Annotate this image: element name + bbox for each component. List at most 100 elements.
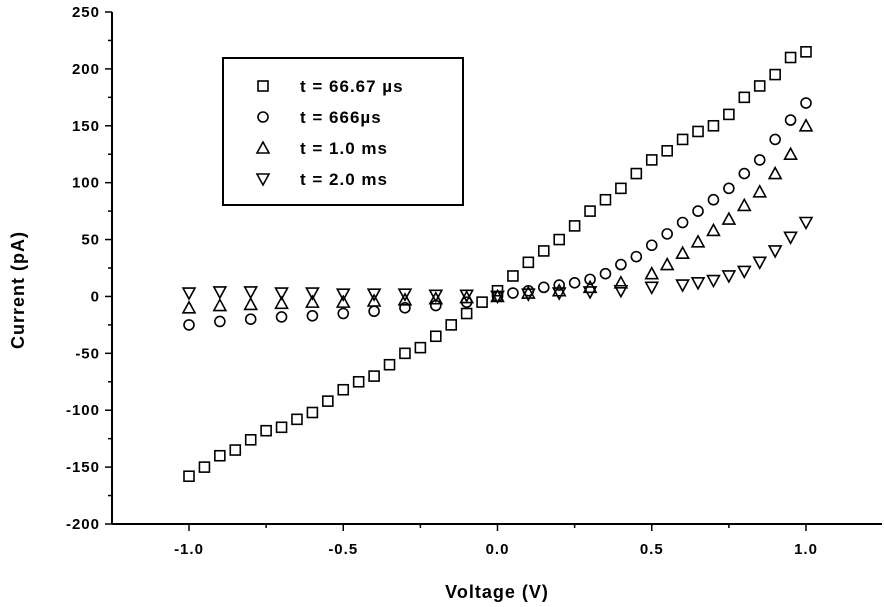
data-point (706, 274, 721, 289)
data-point (568, 276, 581, 289)
data-point (274, 287, 289, 301)
data-point (521, 285, 536, 299)
data-point (784, 114, 797, 126)
legend: t = 66.67 µs t = 666µs t = 1.0 ms t = 2.0 m… (222, 57, 464, 206)
data-point (630, 250, 643, 263)
data-point (644, 266, 660, 280)
data-point (183, 319, 195, 331)
data-point (721, 270, 737, 284)
data-point (181, 287, 197, 301)
data-point (736, 265, 752, 280)
data-point (322, 395, 334, 407)
data-point (615, 258, 627, 271)
data-point (584, 205, 596, 217)
data-point (476, 296, 488, 308)
data-point (445, 319, 458, 331)
data-point (769, 68, 781, 81)
data-point (337, 383, 350, 396)
data-point (305, 294, 320, 308)
x-axis-title: Voltage (V) (445, 582, 549, 602)
data-point (214, 449, 226, 462)
data-point (707, 193, 720, 206)
data-point (582, 286, 598, 300)
data-point (659, 256, 675, 271)
data-point (521, 288, 536, 302)
x-tick-label: -0.5 (328, 541, 358, 558)
data-point (690, 234, 706, 248)
data-point (275, 421, 288, 434)
data-point (214, 315, 226, 328)
series-triangle-down (181, 216, 814, 305)
data-point (260, 424, 272, 437)
data-point (368, 370, 380, 382)
data-point (584, 273, 596, 286)
data-point (767, 165, 783, 180)
data-point (274, 295, 289, 310)
data-point (366, 288, 382, 302)
data-point (460, 307, 473, 320)
data-point (784, 51, 797, 64)
x-tick-label: 0.5 (640, 541, 664, 558)
y-axis-title: Current (pA) (8, 231, 28, 349)
legend-marker (257, 111, 269, 123)
data-point (275, 311, 288, 323)
data-point (800, 46, 812, 58)
x-tick-label: 0.0 (486, 541, 510, 558)
x-tick-label: -1.0 (174, 541, 204, 558)
x-tick-label: 1.0 (794, 541, 818, 558)
y-tick-label: 150 (72, 118, 100, 135)
data-point (337, 307, 350, 320)
data-point (243, 296, 259, 311)
data-point (429, 330, 442, 343)
data-point (752, 256, 768, 270)
data-point (229, 444, 242, 456)
data-point (183, 470, 195, 483)
data-point (551, 287, 567, 301)
data-point (244, 313, 257, 326)
legend-label: t = 2.0 ms (300, 170, 388, 189)
data-point (613, 284, 629, 299)
data-point (752, 184, 768, 198)
data-point (568, 220, 581, 232)
data-point (599, 267, 612, 280)
legend-marker (255, 173, 271, 187)
legend-marker (255, 140, 271, 154)
data-point (736, 197, 752, 212)
data-point (181, 300, 197, 314)
data-point (306, 309, 319, 322)
x-axis-ticks: -1.0 -0.5 0.0 0.5 1.0 (174, 524, 818, 558)
data-point (723, 182, 735, 195)
data-point (399, 347, 411, 360)
data-point (675, 245, 690, 260)
data-point (399, 302, 411, 314)
data-point (692, 125, 704, 138)
data-point (738, 167, 751, 180)
data-point (692, 205, 704, 217)
data-point (676, 133, 689, 146)
data-point (615, 182, 627, 195)
data-point (522, 256, 535, 269)
y-tick-label: 100 (72, 175, 100, 192)
data-point (661, 228, 673, 240)
data-point (645, 154, 658, 166)
data-point (490, 290, 505, 305)
data-point (551, 283, 567, 297)
legend-label: t = 1.0 ms (300, 139, 388, 158)
data-point (397, 288, 413, 302)
legend-box (222, 57, 464, 206)
data-point (397, 292, 413, 306)
legend-label: t = 666µs (300, 108, 382, 127)
data-point (368, 305, 380, 318)
series-square (183, 46, 812, 483)
data-point (676, 216, 689, 229)
data-point (428, 289, 444, 303)
data-point (644, 281, 660, 296)
y-axis-ticks: -200 -150 -100 -50 0 50 100 150 200 250 (66, 4, 112, 533)
data-point (428, 291, 444, 305)
data-point (613, 275, 629, 289)
data-point (707, 119, 720, 132)
legend-marker (257, 80, 269, 92)
data-point (507, 287, 519, 299)
data-point (800, 97, 812, 109)
data-point (798, 216, 814, 231)
